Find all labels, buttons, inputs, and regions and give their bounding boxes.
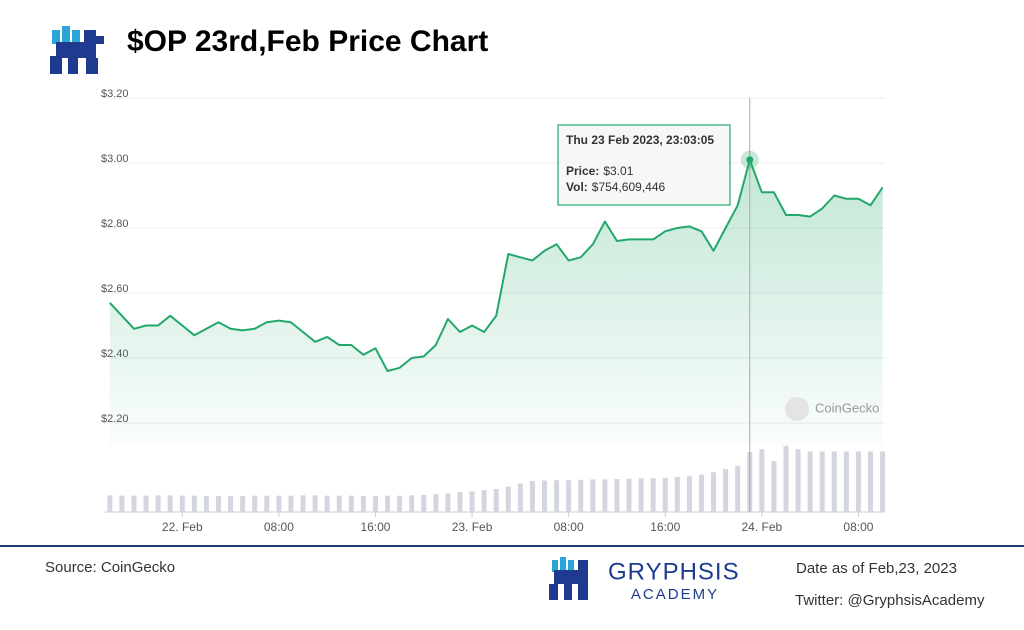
tooltip-key: Price: bbox=[566, 164, 599, 178]
volume-bar bbox=[191, 495, 197, 512]
volume-bar bbox=[819, 451, 825, 512]
volume-bar bbox=[312, 495, 318, 512]
x-tick-label: 23. Feb bbox=[452, 520, 493, 534]
volume-bar bbox=[372, 496, 378, 512]
x-tick-label: 16:00 bbox=[650, 520, 680, 534]
chart-title: $OP 23rd,Feb Price Chart bbox=[127, 25, 488, 58]
volume-bar bbox=[143, 495, 149, 512]
volume-bar bbox=[203, 496, 209, 512]
volume-bar bbox=[674, 477, 680, 512]
volume-bar bbox=[711, 472, 717, 512]
volume-bar bbox=[529, 480, 535, 512]
volume-bar bbox=[783, 446, 789, 512]
volume-bar bbox=[385, 495, 391, 512]
volume-bar bbox=[650, 478, 656, 512]
volume-bar bbox=[698, 474, 704, 512]
volume-bar bbox=[723, 469, 729, 512]
volume-bar bbox=[880, 451, 886, 512]
volume-bar bbox=[421, 494, 427, 512]
volume-bar bbox=[264, 495, 270, 512]
volume-bar bbox=[831, 451, 837, 512]
volume-bar bbox=[288, 495, 294, 512]
volume-bar bbox=[868, 451, 874, 512]
volume-bar bbox=[602, 479, 608, 512]
volume-bar bbox=[300, 495, 306, 512]
volume-bar bbox=[228, 496, 234, 512]
twitter: Twitter: @GryphsisAcademy bbox=[795, 592, 985, 609]
price-line bbox=[109, 158, 884, 372]
volume-bar bbox=[481, 490, 487, 512]
volume-bar bbox=[445, 493, 451, 512]
watermark: CoinGecko bbox=[815, 400, 879, 415]
volume-bar bbox=[614, 479, 620, 512]
price-area bbox=[109, 159, 883, 447]
source: Source: CoinGecko bbox=[45, 559, 175, 576]
volume-bar bbox=[493, 488, 499, 512]
volume-bar bbox=[566, 480, 572, 512]
volume-bar bbox=[590, 479, 596, 512]
watermark-icon bbox=[785, 397, 809, 421]
tooltip-value: $754,609,446 bbox=[592, 180, 666, 194]
volume-bar bbox=[324, 495, 330, 512]
volume-bar bbox=[759, 449, 765, 512]
y-tick-label: $3.20 bbox=[101, 88, 129, 100]
volume-bar bbox=[795, 449, 801, 512]
volume-bar bbox=[542, 480, 548, 512]
volume-bar bbox=[131, 495, 137, 512]
volume-bar bbox=[155, 495, 161, 512]
volume-bar bbox=[179, 495, 185, 512]
volume-bar bbox=[252, 495, 258, 512]
volume-bar bbox=[855, 451, 861, 512]
volume-bar bbox=[215, 496, 221, 512]
volume-bar bbox=[433, 494, 439, 512]
logo bbox=[50, 26, 104, 74]
volume-bar bbox=[336, 495, 342, 512]
x-tick-label: 16:00 bbox=[360, 520, 390, 534]
brand: GRYPHSIS bbox=[608, 558, 740, 585]
volume-bar bbox=[686, 476, 692, 512]
volume-bar bbox=[167, 495, 173, 512]
volume-bar bbox=[662, 477, 668, 512]
tooltip-title: Thu 23 Feb 2023, 23:03:05 bbox=[566, 133, 714, 147]
date-note: Date as of Feb,23, 2023 bbox=[796, 560, 957, 577]
brand-sub: ACADEMY bbox=[631, 586, 719, 603]
volume-bar bbox=[843, 451, 849, 512]
tooltip-box bbox=[557, 124, 731, 206]
footer-logo bbox=[549, 557, 588, 600]
volume-bar bbox=[807, 451, 813, 512]
y-tick-label: $2.80 bbox=[101, 218, 129, 230]
volume-bar bbox=[517, 483, 523, 512]
volume-bar bbox=[469, 491, 475, 512]
y-tick-label: $2.60 bbox=[101, 283, 129, 295]
volume-bar bbox=[348, 495, 354, 512]
volume-bar bbox=[107, 495, 113, 512]
volume-bar bbox=[626, 478, 632, 512]
volume-bar bbox=[276, 495, 282, 512]
volume-bar bbox=[397, 495, 403, 512]
volume-bar bbox=[554, 480, 560, 512]
volume-bar bbox=[119, 495, 125, 512]
volume-bar bbox=[409, 495, 415, 512]
volume-bar bbox=[360, 496, 366, 512]
x-tick-label: 08:00 bbox=[554, 520, 584, 534]
tooltip-key: Vol: bbox=[566, 180, 588, 194]
x-tick-label: 08:00 bbox=[843, 520, 873, 534]
volume-bar bbox=[578, 479, 584, 512]
y-tick-label: $3.00 bbox=[101, 153, 129, 165]
volume-bar bbox=[638, 478, 644, 512]
volume-bar bbox=[771, 461, 777, 512]
volume-bar bbox=[457, 492, 463, 512]
x-tick-label: 24. Feb bbox=[741, 520, 782, 534]
hover-point bbox=[746, 156, 754, 164]
volume-bar bbox=[240, 496, 246, 512]
volume-bar bbox=[505, 486, 511, 512]
x-tick-label: 22. Feb bbox=[162, 520, 203, 534]
volume-bar bbox=[735, 465, 741, 512]
x-tick-label: 08:00 bbox=[264, 520, 294, 534]
tooltip-value: $3.01 bbox=[603, 164, 633, 178]
